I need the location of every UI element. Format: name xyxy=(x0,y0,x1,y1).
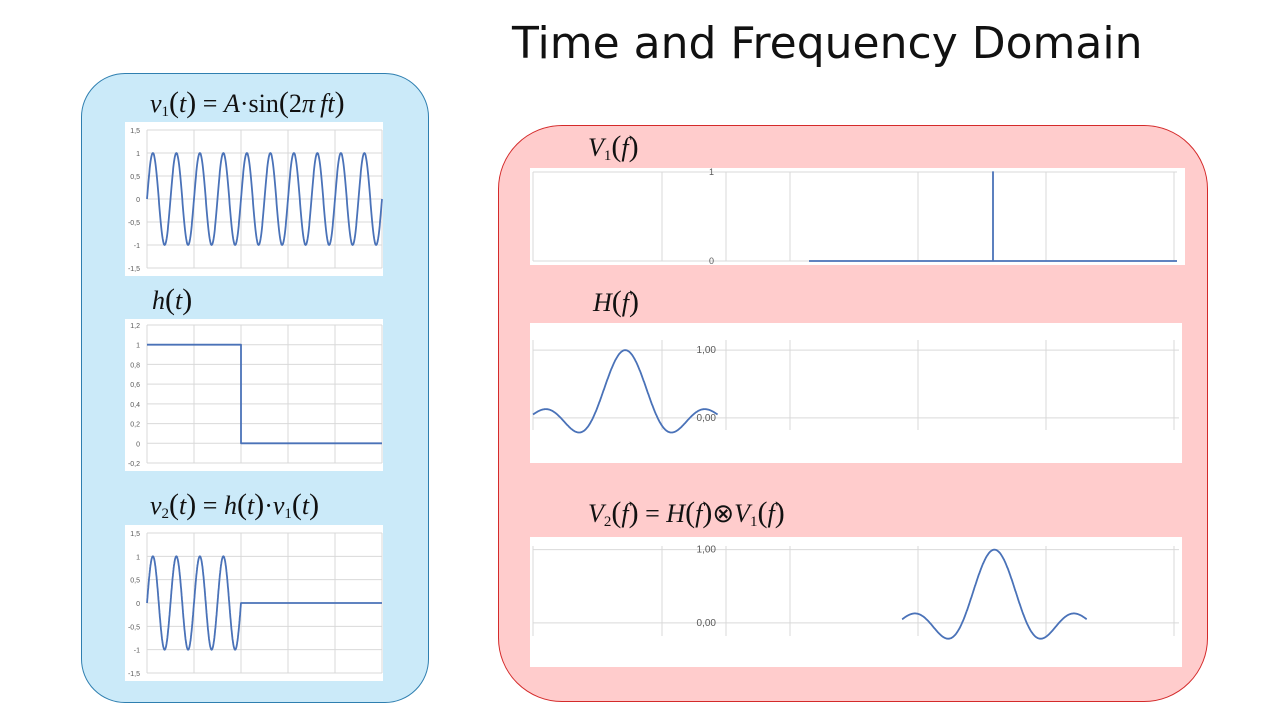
y-tick-label: -1 xyxy=(134,243,140,250)
chart-V1: 10 xyxy=(530,167,1185,266)
y-tick-label: 1 xyxy=(709,167,714,177)
slide-title: Time and Frequency Domain xyxy=(512,18,1143,69)
formula-v2: v2(t) = h(t)·v1(t) xyxy=(150,488,320,522)
gridlines xyxy=(532,546,1179,636)
y-tick-label: -0,2 xyxy=(128,461,140,468)
y-tick-label: -1,5 xyxy=(128,266,140,273)
y-tick-label: 0,6 xyxy=(130,382,140,389)
y-tick-label: 0 xyxy=(136,441,140,448)
y-tick-label: 0,00 xyxy=(697,413,717,424)
y-tick-label: 1 xyxy=(136,151,140,158)
y-tick-label: 1,00 xyxy=(697,345,717,356)
y-tick-label: 0 xyxy=(709,256,714,266)
y-tick-label: 0,5 xyxy=(130,174,140,181)
series-line xyxy=(146,555,382,651)
y-tick-labels: 1,5 1 0,5 0 -0,5 -1 -1,5 xyxy=(128,128,140,273)
gridlines xyxy=(532,171,1177,262)
chart-v2: 1,5 1 0,5 0 -0,5 -1 -1,5 xyxy=(125,525,383,681)
formula-V2: V2(f) = H(f)⊗V1(f) xyxy=(588,496,785,530)
y-tick-label: -0,5 xyxy=(128,624,140,631)
chart-V2: 1,00 0,00 xyxy=(530,537,1182,667)
y-tick-label: 1,5 xyxy=(130,128,140,135)
chart-h: 1,2 1 0,8 0,6 0,4 0,2 0 -0,2 xyxy=(125,319,383,471)
series-line xyxy=(809,171,1177,262)
y-tick-labels: 1,2 1 0,8 0,6 0,4 0,2 0 -0,2 xyxy=(128,323,140,468)
gridlines xyxy=(532,340,1179,430)
formula-v1: v1(t) = A·sin(2π ft) xyxy=(150,86,345,120)
formula-H: H(f) xyxy=(593,285,640,318)
y-tick-label: 0 xyxy=(136,197,140,204)
y-tick-label: 0,00 xyxy=(697,618,717,629)
y-tick-label: -1,5 xyxy=(128,671,140,678)
y-tick-label: 0,2 xyxy=(130,422,140,429)
y-tick-label: 1,00 xyxy=(697,545,717,556)
y-tick-labels: 1,5 1 0,5 0 -0,5 -1 -1,5 xyxy=(128,531,140,678)
chart-v1: 1,5 1 0,5 0 -0,5 -1 -1,5 xyxy=(125,122,383,276)
gridlines xyxy=(146,324,383,464)
y-tick-label: -1 xyxy=(134,648,140,655)
y-tick-label: 0,8 xyxy=(130,362,140,369)
y-tick-label: 1 xyxy=(136,343,140,350)
y-tick-label: 1,2 xyxy=(130,323,140,330)
chart-H: 1,00 0,00 xyxy=(530,323,1182,463)
y-tick-label: 0 xyxy=(136,601,140,608)
y-tick-label: 1 xyxy=(136,554,140,561)
formula-h: h(t) xyxy=(152,283,193,316)
y-tick-labels: 1,00 0,00 xyxy=(697,345,717,424)
y-tick-label: -0,5 xyxy=(128,220,140,227)
formula-V1: V1(f) xyxy=(588,130,639,164)
y-tick-label: 0,4 xyxy=(130,402,140,409)
y-tick-label: 0,5 xyxy=(130,578,140,585)
series-line xyxy=(901,548,1088,640)
y-tick-labels: 1,00 0,00 xyxy=(697,545,717,629)
y-tick-labels: 10 xyxy=(709,167,714,266)
y-tick-label: 1,5 xyxy=(130,531,140,538)
series-line xyxy=(532,349,719,434)
series-line xyxy=(146,152,383,246)
series-line xyxy=(147,343,382,445)
